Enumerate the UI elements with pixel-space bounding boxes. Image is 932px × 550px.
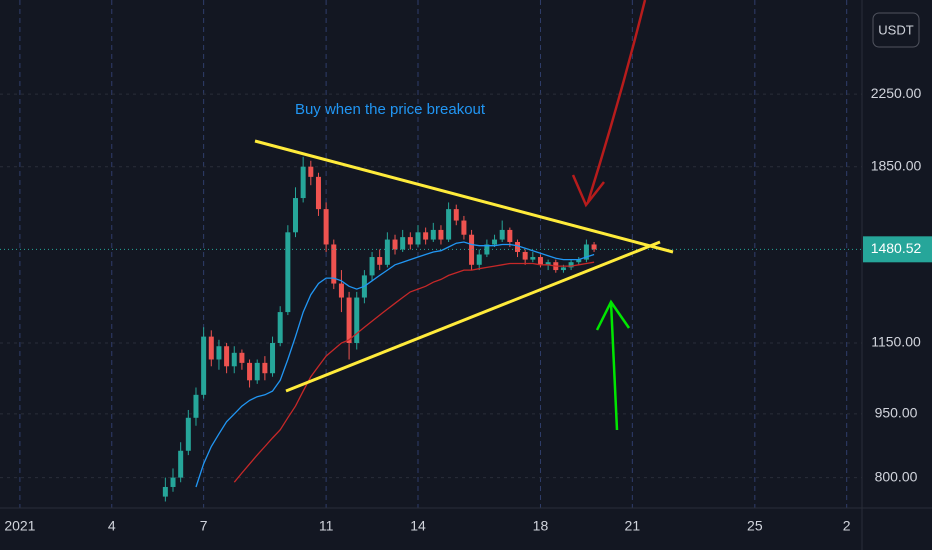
candle-body [484,244,490,255]
candle-body [568,262,574,268]
candle-body [476,254,482,265]
x-tick-label: 18 [533,518,549,534]
candle-body [453,209,459,221]
currency: USDT [878,22,913,37]
candle-body [162,486,168,497]
candle-body [208,336,214,360]
last-price-label: 1480.52 [871,240,922,256]
y-tick-label: 2250.00 [871,85,922,101]
x-tick-label: 7 [200,518,208,534]
candle-body [461,220,467,235]
candle-body [308,166,314,177]
candle-body [285,232,291,313]
red-arrow [586,0,647,203]
grid [0,0,862,508]
candle-body [576,259,582,263]
candle-body [384,239,390,265]
candle-body [170,477,176,487]
trend-line-lower [285,240,661,393]
candle-body [216,346,222,360]
candle-body [185,417,191,451]
candle-body [323,209,329,245]
candle-body [438,229,444,240]
candle-body [583,244,589,260]
candle-body [178,450,184,478]
marks [0,156,862,502]
moving-average [195,241,595,488]
candle-body [354,297,360,344]
y-tick-label: 800.00 [875,468,918,484]
green-arrow-head [595,299,631,331]
moving-average [233,261,595,483]
candle-body [262,362,268,374]
annotation: Buy when the price breakout [295,101,486,118]
candle-body [201,336,207,395]
candle-body [377,257,383,265]
candle-body [346,297,352,344]
currency-box[interactable] [872,12,920,48]
candle-body [300,166,306,199]
candle-body [591,244,597,250]
red-arrow-head [571,174,605,208]
x-tick-label: 2021 [4,518,35,534]
y-tick-label: 1150.00 [871,334,921,350]
candle-body [545,262,551,265]
last-price-box [863,236,932,263]
candle-body [369,257,375,276]
candle-body [515,242,521,252]
x-tick-label: 21 [625,518,641,534]
candle-body [338,283,344,298]
x-tick-label: 11 [319,518,334,534]
axes: 2021 4 7 11 14 18 21 25 2 800.00 950.00 1150.00 1850… [4,85,932,534]
candle-body [560,267,566,271]
green-arrow [609,301,619,431]
candle-body [522,251,528,260]
candle-body [270,343,276,374]
candle-body [315,176,321,210]
candle-body [446,209,452,240]
candle-body [224,346,230,367]
candle-body [507,229,513,243]
candle-body [239,352,245,363]
y-tick-label: 1850.00 [871,157,922,173]
x-tick-label: 4 [108,518,116,534]
candle-body [400,237,406,250]
candle-body [292,198,298,233]
candle-body [499,229,505,240]
candle-body [530,257,536,260]
candle-body [430,229,436,240]
candle-body [247,362,253,381]
candle-body [469,234,475,265]
x-tick-label: 14 [410,518,426,534]
candle-body [415,232,421,245]
trend-line-upper [254,139,674,254]
y-tick-label: 950.00 [875,405,918,421]
candle-body [492,239,498,245]
candle-body [193,394,199,418]
candle-body [407,237,413,245]
candle-body [254,362,260,381]
candle-body [231,352,237,367]
x-tick-label: 2 [843,518,851,534]
candle-body [277,312,283,344]
candle-body [392,239,398,250]
candle-body [331,244,337,284]
x-tick-label: 25 [747,518,763,534]
candle-body [537,257,543,265]
candle-body [423,232,429,240]
